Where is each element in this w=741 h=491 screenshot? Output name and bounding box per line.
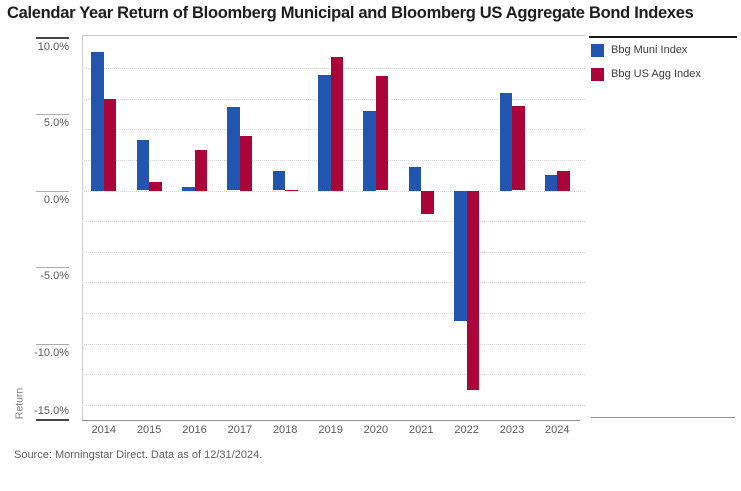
x-tick-label-2019: 2019	[318, 424, 343, 436]
y-tick-line--15	[36, 419, 69, 421]
gridline--8	[82, 312, 585, 314]
legend-swatch-bbg-muni-index	[591, 44, 604, 57]
y-tick-label--5: -5.0%	[40, 270, 69, 282]
bar-bbg-us-agg-index-2016	[194, 150, 207, 191]
bar-bbg-muni-index-2022	[454, 190, 467, 321]
x-tick-label-2020: 2020	[363, 424, 389, 436]
x-tick-label-2015: 2015	[136, 424, 162, 436]
legend-swatch-bbg-us-agg-index	[591, 68, 604, 81]
plot-left-border	[82, 35, 83, 420]
legend-bottom-rule	[591, 417, 735, 418]
x-axis-line	[82, 420, 580, 421]
bar-bbg-muni-index-2017	[227, 107, 240, 191]
bar-bbg-us-agg-index-2019	[330, 57, 344, 191]
x-tick-label-2024: 2024	[545, 424, 570, 436]
gridline--14	[82, 404, 585, 406]
bar-bbg-us-agg-index-2017	[239, 136, 253, 191]
bar-bbg-us-agg-index-2022	[466, 190, 480, 390]
bar-bbg-muni-index-2015	[136, 140, 150, 191]
y-tick-label-10: 10.0%	[37, 40, 69, 53]
bar-bbg-muni-index-2021	[408, 167, 422, 191]
x-tick-label-2017: 2017	[227, 424, 253, 436]
y-tick-label-5: 5.0%	[43, 117, 69, 129]
bar-bbg-us-agg-index-2023	[512, 105, 525, 191]
plot-top-border	[82, 35, 586, 36]
gridline--6	[82, 282, 585, 284]
bar-bbg-us-agg-index-2021	[421, 190, 434, 215]
y-tick-label--15: -15.0%	[34, 405, 69, 417]
y-tick-line--5	[36, 267, 69, 268]
y-tick-line-5	[36, 114, 69, 115]
x-tick-label-2023: 2023	[499, 424, 525, 436]
x-tick-label-2021: 2021	[409, 424, 434, 436]
gridline--4	[82, 251, 585, 253]
bar-bbg-muni-index-2023	[499, 92, 512, 191]
bar-bbg-muni-index-2019	[318, 75, 331, 191]
bar-bbg-us-agg-index-2020	[375, 75, 389, 191]
gridline--2	[82, 221, 585, 223]
y-tick-label--10: -10.0%	[34, 346, 69, 359]
gridline-0	[82, 190, 585, 192]
bar-bbg-muni-index-2016	[182, 186, 195, 191]
bar-bbg-us-agg-index-2014	[103, 99, 117, 191]
bar-bbg-muni-index-2024	[544, 174, 558, 191]
bar-bbg-us-agg-index-2015	[149, 182, 162, 191]
y-axis-title: Return	[13, 387, 26, 420]
bar-bbg-muni-index-2020	[363, 110, 376, 191]
legend-label-bbg-us-agg-index: Bbg US Agg Index	[611, 68, 701, 80]
x-tick-label-2016: 2016	[182, 424, 207, 436]
y-tick-line-0	[36, 190, 69, 192]
y-tick-label-0: 0.0%	[43, 193, 69, 206]
legend-item-bbg-us-agg-index: Bbg US Agg Index	[589, 68, 737, 81]
legend-label-bbg-muni-index: Bbg Muni Index	[611, 44, 688, 56]
y-tick-line-10	[36, 36, 69, 39]
bar-bbg-muni-index-2018	[272, 170, 286, 191]
gridline--12	[82, 374, 585, 376]
legend: Bbg Muni Index Bbg US Agg Index	[589, 36, 737, 92]
plot-area	[82, 36, 585, 420]
x-tick-label-2014: 2014	[91, 424, 117, 436]
bar-bbg-muni-index-2014	[91, 52, 104, 191]
x-tick-label-2018: 2018	[272, 424, 298, 436]
x-tick-label-2022: 2022	[454, 424, 479, 436]
bar-bbg-us-agg-index-2024	[557, 171, 570, 191]
y-tick-line--10	[36, 343, 69, 345]
legend-item-bbg-muni-index: Bbg Muni Index	[589, 44, 737, 57]
chart-title: Calendar Year Return of Bloomberg Munici…	[7, 4, 694, 22]
source-note: Source: Morningstar Direct. Data as of 1…	[14, 449, 263, 461]
gridline--10	[82, 343, 585, 345]
